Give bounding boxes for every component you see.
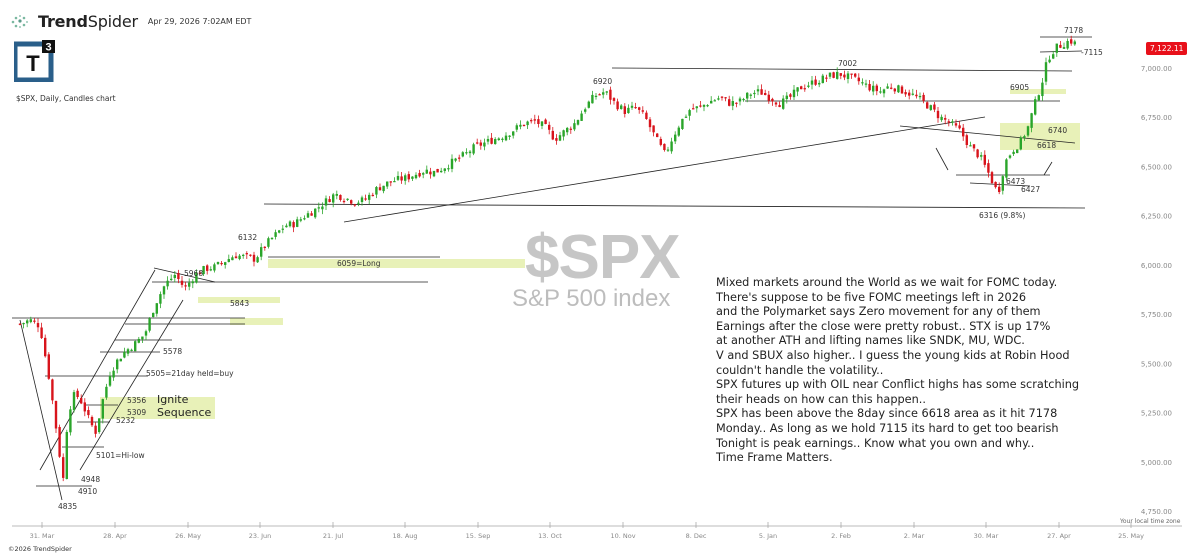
x-tick-label: 30. Mar [974,532,999,540]
y-tick-label: 6,500.00 [1141,163,1172,171]
x-tick-label: 23. Jun [249,532,272,540]
x-tick-label: 27. Apr [1047,532,1071,540]
copyright: ©2026 TrendSpider [8,545,72,553]
x-tick-label: 21. Jul [323,532,343,540]
candlesticks [18,35,1076,482]
level-annotation: 4948 [81,475,100,484]
brand-name: TrendSpider [38,12,138,31]
level-annotation: 5232 [116,416,135,425]
level-annotation: 6905 [1010,83,1029,92]
level-annotation: 5968 [184,269,203,278]
x-tick-label: 26. May [175,532,201,540]
last-price-badge: 7,122.11 [1146,42,1188,55]
svg-text:T: T [26,51,40,76]
x-tick-label: 13. Oct [538,532,562,540]
y-tick-label: 5,500.00 [1141,360,1172,368]
highlight-zones [100,89,1080,419]
y-tick-label: 7,000.00 [1141,65,1172,73]
level-annotation: 4835 [58,502,77,511]
ignite-label: Ignite [157,393,189,406]
chart-label: $SPX, Daily, Candles chart [16,94,116,103]
x-tick-label: 8. Dec [686,532,707,540]
x-tick-label: 28. Apr [103,532,127,540]
level-annotation: 5309 [127,408,146,417]
svg-text:3: 3 [45,42,51,54]
watermark-index-name: S&P 500 index [512,285,671,312]
level-annotation: 5505=21day held=buy [146,369,234,378]
y-tick-label: 6,250.00 [1141,213,1172,221]
level-annotation: 5356 [127,396,146,405]
price-axis[interactable]: 7,000.00 6,750.00 6,500.00 6,250.00 6,000.00… [1141,65,1172,516]
level-annotation: 6427 [1021,185,1040,194]
y-tick-label: 5,750.00 [1141,311,1172,319]
header: TrendSpider Apr 29, 2026 7:02AM EDT [10,12,251,31]
level-annotation: -7115 [1081,48,1103,57]
level-annotation: 6473 [1006,177,1025,186]
level-annotation: 5578 [163,347,182,356]
level-annotation: 5101=Hi-low [96,451,145,460]
x-tick-label: 2. Feb [831,532,851,540]
y-tick-label: 4,750.00 [1141,508,1172,516]
level-annotation: 5843 [230,299,249,308]
watermark-ticker: $SPX [525,223,681,292]
x-tick-label: 10. Nov [610,532,635,540]
y-tick-label: 5,000.00 [1141,459,1172,467]
y-tick-label: 6,000.00 [1141,262,1172,270]
timezone-label: Your local time zone [1120,518,1181,525]
x-tick-label: 2. Mar [904,532,925,540]
x-tick-label: 31. Mar [30,532,55,540]
trendspider-logo-icon [11,14,28,28]
level-annotation: 4910 [78,487,97,496]
sequence-label: Sequence [157,406,212,419]
level-annotation: 7178 [1064,26,1083,35]
y-tick-label: 5,250.00 [1141,410,1172,418]
level-annotation: 7002 [838,59,857,68]
x-tick-label: 15. Sep [466,532,491,540]
trend-lines [12,36,1092,501]
t3-logo-icon: T 3 [14,40,55,82]
timestamp: Apr 29, 2026 7:02AM EDT [147,17,252,26]
level-annotation: 6920 [593,77,612,86]
x-tick-label: 25. May [1118,532,1144,540]
x-tick-label: 5. Jan [759,532,777,540]
time-axis[interactable]: 31. Mar 28. Apr 26. May 23. Jun 21. Jul 18. A… [12,522,1182,540]
level-annotation: 6132 [238,233,257,242]
commentary-text: Mixed markets around the World as we wai… [716,276,1080,465]
y-tick-label: 6,750.00 [1141,114,1172,122]
level-annotation: 6618 [1037,141,1056,150]
level-annotation: 6059=Long [337,259,381,268]
level-annotation: 6740 [1048,126,1067,135]
x-tick-label: 18. Aug [392,532,417,540]
level-annotation: 6316 (9.8%) [979,211,1025,220]
